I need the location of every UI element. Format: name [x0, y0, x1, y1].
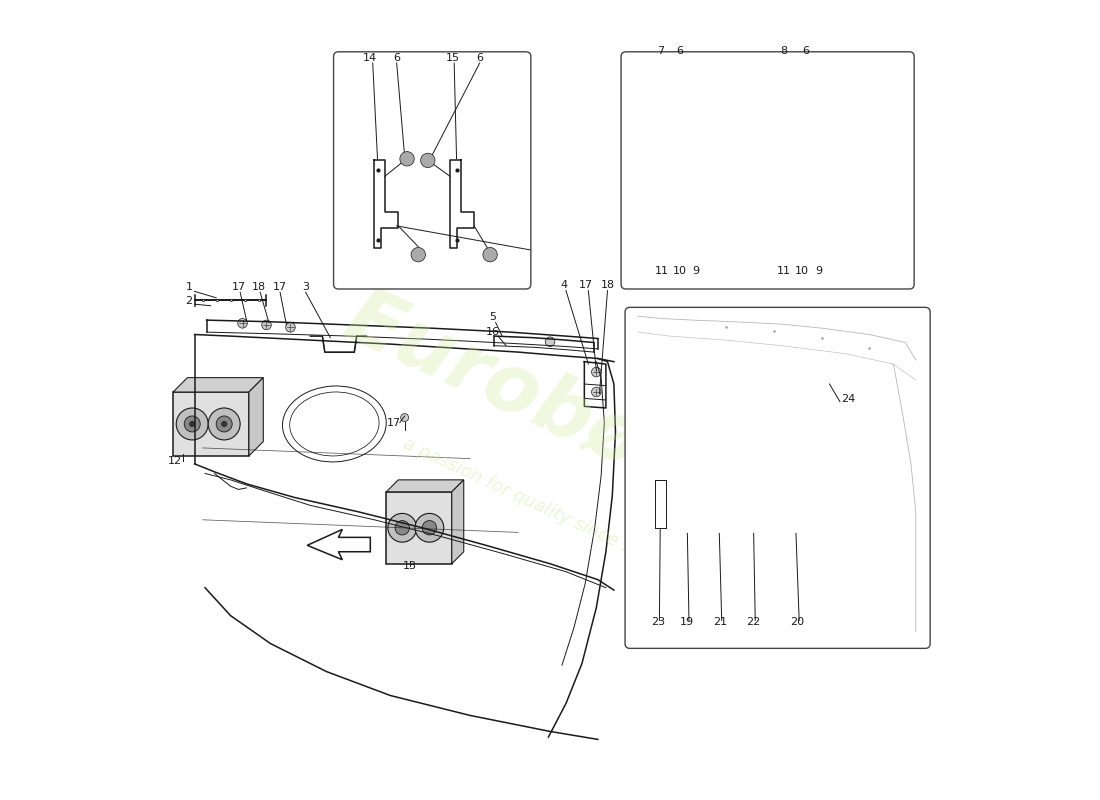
Circle shape	[184, 416, 200, 432]
Polygon shape	[452, 480, 464, 564]
Text: 6: 6	[675, 46, 683, 56]
Bar	[757, 370, 793, 408]
FancyBboxPatch shape	[333, 52, 531, 289]
Circle shape	[422, 521, 437, 535]
Text: 18: 18	[601, 280, 615, 290]
Circle shape	[400, 414, 408, 422]
Text: 8: 8	[780, 46, 788, 56]
Circle shape	[658, 134, 671, 147]
Circle shape	[395, 521, 409, 535]
Circle shape	[217, 416, 232, 432]
Text: 24: 24	[842, 394, 856, 403]
Text: 1: 1	[186, 282, 192, 292]
Circle shape	[825, 411, 832, 418]
Bar	[790, 228, 798, 236]
Circle shape	[208, 408, 240, 440]
Bar	[668, 228, 676, 236]
Text: 22: 22	[747, 618, 761, 627]
Text: 6: 6	[393, 53, 400, 62]
Circle shape	[680, 354, 686, 361]
Text: 12: 12	[167, 456, 182, 466]
Text: 19: 19	[680, 618, 694, 627]
Bar	[718, 364, 755, 402]
Polygon shape	[386, 480, 464, 492]
Text: 9: 9	[693, 266, 700, 276]
Text: 17: 17	[579, 280, 593, 290]
Circle shape	[680, 158, 692, 170]
Circle shape	[483, 247, 497, 262]
Text: 17: 17	[231, 282, 245, 292]
Circle shape	[800, 202, 812, 214]
Circle shape	[546, 337, 554, 346]
Circle shape	[388, 514, 417, 542]
Text: 16: 16	[485, 326, 499, 337]
Circle shape	[592, 367, 601, 377]
Circle shape	[829, 375, 836, 382]
Circle shape	[262, 320, 272, 330]
Bar	[680, 358, 716, 397]
Text: 14: 14	[363, 53, 377, 62]
Circle shape	[592, 387, 601, 397]
Text: 17: 17	[387, 418, 402, 427]
Text: 13: 13	[404, 562, 417, 571]
Polygon shape	[249, 378, 263, 456]
Text: 23: 23	[651, 618, 664, 627]
Circle shape	[801, 158, 814, 170]
Circle shape	[238, 318, 248, 328]
Polygon shape	[173, 378, 263, 392]
Text: 21: 21	[713, 618, 727, 627]
Bar	[795, 375, 832, 414]
Text: 17: 17	[273, 282, 287, 292]
Circle shape	[779, 134, 792, 147]
Bar	[386, 492, 452, 564]
Text: 18: 18	[252, 282, 265, 292]
Text: a passion for quality since 1985: a passion for quality since 1985	[400, 435, 668, 573]
Text: 15: 15	[446, 53, 460, 62]
FancyBboxPatch shape	[625, 307, 931, 648]
Circle shape	[176, 408, 208, 440]
Circle shape	[415, 514, 443, 542]
Text: 5: 5	[490, 312, 496, 322]
Bar	[675, 354, 836, 418]
Text: 10: 10	[794, 266, 808, 276]
Circle shape	[400, 152, 415, 166]
Circle shape	[678, 202, 691, 214]
Text: 2: 2	[186, 296, 192, 306]
Text: Eurobørs: Eurobørs	[333, 278, 735, 522]
Bar	[659, 228, 667, 236]
Text: 20: 20	[791, 618, 804, 627]
FancyBboxPatch shape	[621, 52, 914, 289]
Text: 11: 11	[654, 266, 669, 276]
Text: 6: 6	[802, 46, 810, 56]
Bar	[780, 228, 788, 236]
Text: 11: 11	[777, 266, 791, 276]
Circle shape	[286, 322, 295, 332]
Circle shape	[411, 247, 426, 262]
Text: 10: 10	[672, 266, 686, 276]
Text: 9: 9	[815, 266, 823, 276]
Text: 4: 4	[561, 280, 568, 290]
Circle shape	[420, 154, 434, 168]
Text: 6: 6	[476, 53, 483, 62]
Circle shape	[190, 422, 195, 426]
Circle shape	[675, 390, 682, 397]
Text: 7: 7	[657, 46, 663, 56]
Text: 3: 3	[302, 282, 309, 292]
Circle shape	[222, 422, 227, 426]
Bar	[173, 392, 249, 456]
